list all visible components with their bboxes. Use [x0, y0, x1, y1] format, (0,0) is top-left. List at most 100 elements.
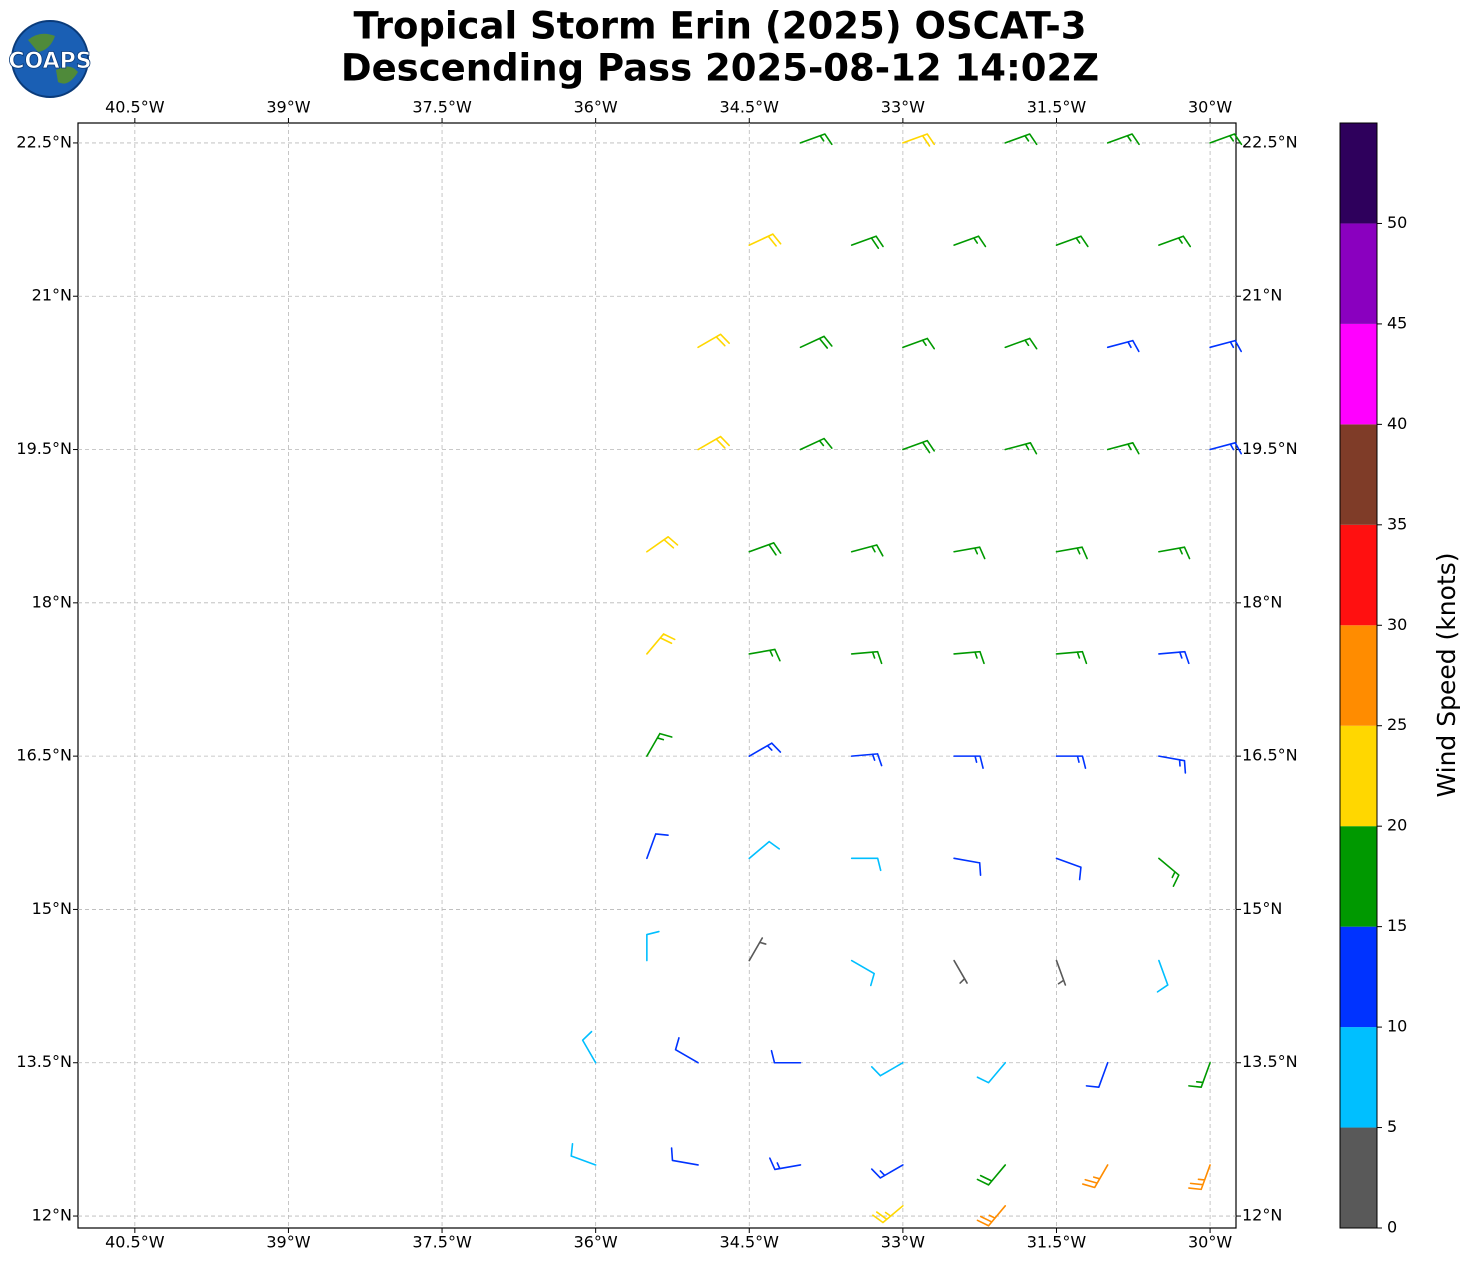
- wind-barb: [902, 337, 936, 350]
- y-tick-label: 22.5°N: [1242, 132, 1298, 151]
- y-tick-label: 19.5°N: [16, 439, 72, 458]
- x-tick-label: 36°W: [574, 1233, 618, 1252]
- colorbar-swatch: [1340, 1127, 1377, 1228]
- wind-barb: [1081, 1164, 1109, 1189]
- colorbar-frame: [1339, 122, 1378, 1229]
- wind-barb: [1085, 1061, 1109, 1088]
- wind-barb: [748, 233, 782, 247]
- wind-barb: [850, 959, 875, 987]
- wind-barb: [769, 1157, 802, 1171]
- x-tick-label: 33°W: [881, 1233, 925, 1252]
- wind-barb: [646, 633, 676, 655]
- x-tick-label: 36°W: [574, 98, 618, 117]
- y-tick-label: 16.5°N: [1242, 746, 1298, 765]
- y-tick-label: 12°N: [32, 1206, 72, 1225]
- wind-barb: [1004, 442, 1038, 455]
- colorbar-swatch: [1340, 1027, 1377, 1128]
- y-tick-label: 21°N: [1242, 286, 1282, 305]
- colorbar-tick-label: 40: [1387, 414, 1407, 433]
- colorbar-tick-label: 10: [1387, 1017, 1407, 1036]
- wind-barb: [697, 435, 730, 451]
- x-tick-label: 34.5°W: [720, 1233, 780, 1252]
- x-tick-label: 33°W: [881, 98, 925, 117]
- wind-barb: [1055, 546, 1088, 560]
- colorbar-tick-label: 35: [1387, 514, 1407, 533]
- wind-barb: [1158, 857, 1180, 887]
- wind-barb: [570, 1142, 597, 1166]
- wind-barb: [1055, 959, 1067, 986]
- x-tick-label: 31.5°W: [1027, 1233, 1087, 1252]
- x-tick-label: 34.5°W: [720, 98, 780, 117]
- wind-barb: [646, 732, 673, 757]
- wind-barb: [953, 546, 986, 560]
- wind-barb: [581, 1030, 597, 1064]
- wind-barb: [953, 235, 987, 248]
- wind-barb: [697, 333, 730, 349]
- chart-title: Tropical Storm Erin (2025) OSCAT-3: [354, 5, 1087, 48]
- wind-barb: [1055, 235, 1089, 248]
- y-tick-label: 18°N: [32, 592, 72, 611]
- x-tick-label: 30°W: [1188, 98, 1232, 117]
- colorbar-swatch: [1340, 826, 1377, 927]
- y-tick-label: 21°N: [32, 286, 72, 305]
- colorbar-tick-label: 20: [1387, 816, 1407, 835]
- x-tick-label: 37.5°W: [412, 1233, 472, 1252]
- wind-barb: [870, 1061, 904, 1077]
- wind-barb: [748, 648, 781, 662]
- x-tick-label: 30°W: [1188, 1233, 1232, 1252]
- wind-barb: [646, 930, 660, 962]
- colorbar-tick-label: 25: [1387, 715, 1407, 734]
- wind-barb: [1188, 1061, 1211, 1088]
- wind-barb: [976, 1205, 1007, 1227]
- wind-barb: [902, 133, 936, 147]
- wind-barb: [1106, 133, 1140, 146]
- wind-barb: [1209, 133, 1243, 146]
- wind-barb: [1158, 650, 1190, 665]
- wind-barb: [748, 840, 780, 860]
- wind-barb: [748, 937, 767, 962]
- y-tick-label: 15°N: [1242, 899, 1282, 918]
- colorbar-tick-label: 15: [1387, 916, 1407, 935]
- wind-barb: [799, 335, 833, 349]
- logo-text: COAPS: [8, 49, 91, 74]
- map-frame: [77, 122, 1237, 1229]
- colorbar-swatch: [1340, 625, 1377, 726]
- wind-barb: [1055, 650, 1088, 665]
- wind-barb: [953, 857, 982, 876]
- wind-barb: [670, 1147, 699, 1166]
- wind-barb: [850, 235, 884, 249]
- barb-layer: [570, 133, 1243, 1227]
- x-tick-label: 40.5°W: [105, 98, 165, 117]
- wind-barb: [1055, 857, 1082, 881]
- wind-barb: [1156, 959, 1169, 993]
- colorbar-swatch: [1340, 725, 1377, 827]
- wind-barb: [953, 650, 985, 665]
- colorbar-tick-label: 50: [1387, 213, 1407, 232]
- colorbar-swatch: [1340, 123, 1377, 224]
- wind-barb: [976, 1164, 1007, 1186]
- wind-barb: [799, 437, 833, 451]
- y-tick-label: 13.5°N: [1242, 1052, 1298, 1071]
- wind-barb: [748, 742, 782, 757]
- wind-barb: [850, 544, 884, 557]
- logo: COAPS: [8, 20, 92, 98]
- colorbar-swatch: [1340, 323, 1377, 425]
- logo-land: [28, 33, 78, 84]
- wind-barb: [953, 755, 984, 769]
- wind-barb: [902, 439, 936, 454]
- wind-barb: [1055, 755, 1087, 769]
- colorbar-swatch: [1340, 926, 1377, 1028]
- x-tick-label: 37.5°W: [412, 98, 472, 117]
- wind-barb: [1209, 442, 1243, 455]
- wind-barb: [1158, 546, 1191, 560]
- wind-barb: [674, 1037, 699, 1064]
- wind-barb: [1106, 442, 1140, 455]
- wind-barb: [646, 833, 669, 860]
- wind-barb: [646, 536, 679, 553]
- wind-barb: [1158, 755, 1187, 774]
- y-tick-label: 19.5°N: [1242, 439, 1298, 458]
- wind-barb: [976, 1061, 1007, 1084]
- colorbar-swatch: [1340, 424, 1377, 525]
- wind-barb: [1004, 337, 1038, 350]
- wind-barb: [799, 133, 833, 146]
